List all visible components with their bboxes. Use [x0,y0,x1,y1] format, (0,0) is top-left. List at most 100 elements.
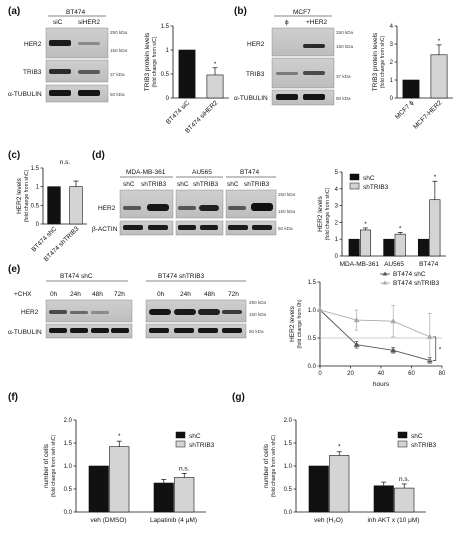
blot-a-lane-2: siHER2 [78,19,100,26]
panel-g-label: (g) [232,392,245,403]
legend-label: BT474 shTRIB3 [393,280,440,287]
panel-a-label: (a) [8,6,20,17]
band [149,309,171,315]
y-tick-label: 2.0 [64,418,73,424]
bar [174,477,195,513]
bar [308,465,329,513]
blot-b-mw: 50 kDa [336,96,351,101]
blot-b-her2-strip [271,27,335,57]
y-tick-label: 3 [390,42,394,48]
band [228,225,248,230]
legend-label: BT474 shC [393,271,426,278]
significance-bracket [432,336,437,361]
band [251,203,273,211]
blot-d-lane: shTRIB3 [141,181,167,188]
bar [88,465,109,513]
blot-e-her2-strip-1 [45,299,133,323]
blot-b-lane-2: +HER2 [306,19,328,26]
blot-e-time: 24h [180,291,191,298]
x-tick-label: AU565 [384,261,404,268]
panel-b-blot: MCF7 ϕ +HER2 HER2 TRIB3 α-TUBULIN 250 kD… [234,9,354,106]
y-axis-sublabel: (fold change from 0h) [297,299,303,349]
y-tick-label: 1.0 [284,464,293,470]
series-line [319,309,430,361]
legend-swatch [175,431,186,439]
band [276,72,298,75]
x-tick-label: 80 [439,371,446,377]
blot-d-group-3: BT474 [240,169,260,176]
panel-f-label: (f) [8,392,18,403]
band [178,206,196,210]
blot-e-group-1: BT474 shC [60,273,93,280]
blot-e-her2-strip-2 [145,299,247,323]
blot-a-mw: 37 kDa [110,72,125,77]
band [70,328,88,333]
blot-e-row-tubulin: α-TUBULIN [8,329,42,336]
blot-e-time: 0h [157,291,165,298]
legend-swatch [349,173,360,181]
band [178,225,196,230]
band [123,225,143,230]
bar [153,482,174,513]
annotation: n.s. [399,476,410,483]
band [174,328,194,333]
y-axis-label: number of cells [263,443,270,488]
blot-a-lane-1: siC [53,19,63,26]
bar [373,485,394,513]
panel-d-label: (d) [92,150,105,161]
blot-d-group-2: AU565 [192,169,212,176]
blot-e-time: 24h [70,291,81,298]
bar [348,238,360,257]
data-point [353,341,360,347]
blot-e-time: 72h [228,291,239,298]
significance-mark: * [399,225,402,232]
band [78,42,100,45]
blot-b-mw: 250 kDa [336,30,354,35]
bar [178,49,196,99]
legend-label: shTRIB3 [363,184,389,191]
x-tick-label: Lapatinib (4 μM) [150,517,197,524]
band [49,69,71,74]
bar [69,186,83,225]
legend-marker [382,271,388,276]
bar [417,238,429,257]
y-tick-label: 0 [36,222,40,228]
y-axis-sublabel: (fold change from veh shC) [271,434,277,497]
x-tick-label: inh AKT x (10 μM) [367,517,419,524]
x-tick-label: MCF7 ϕ [394,99,416,121]
blot-a-row-trib3: TRIB3 [23,69,42,76]
x-tick-label: veh (H₂O) [314,517,343,524]
y-axis-sublabel: (fold change from shC) [24,169,30,222]
y-tick-label: 1.5 [31,166,40,172]
band [222,310,242,314]
y-tick-label: 1 [335,237,339,243]
band [91,311,109,314]
band [49,328,67,333]
panel-g-chart: 0.0 0.5 1.0 1.5 2.0 number of cells (fold chan… [263,418,437,524]
y-tick-label: 3 [335,204,339,210]
blot-e-treatment: +CHX [14,291,32,298]
band [78,90,100,96]
blot-b-row-trib3: TRIB3 [246,71,265,78]
panel-f-chart: 0.0 0.5 1.0 1.5 2.0 number of cells (fold chan… [43,418,215,524]
y-tick-label: 0 [166,96,170,102]
data-point [426,333,433,339]
y-tick-label: 0.5 [31,203,40,209]
y-tick-label: 0 [335,254,339,260]
y-tick-label: 2.0 [284,418,293,424]
x-axis-label: hours [373,381,390,388]
y-tick-label: 0.0 [64,510,73,516]
bar [109,446,130,513]
blot-b-mw: 150 kDa [336,44,354,49]
y-tick-label: 1.5 [284,441,293,447]
data-point [390,347,397,353]
data-point [390,318,397,324]
blot-b-mw: 37 kDa [336,74,351,79]
blot-a-header: BT474 [66,9,86,16]
blot-b-header: MCF7 [293,9,311,16]
blot-d-mw: 250 kDa [278,192,296,197]
legend-label: shTRIB3 [189,442,215,449]
y-tick-label: 2 [390,60,394,66]
y-tick-label: 0.5 [308,336,317,342]
